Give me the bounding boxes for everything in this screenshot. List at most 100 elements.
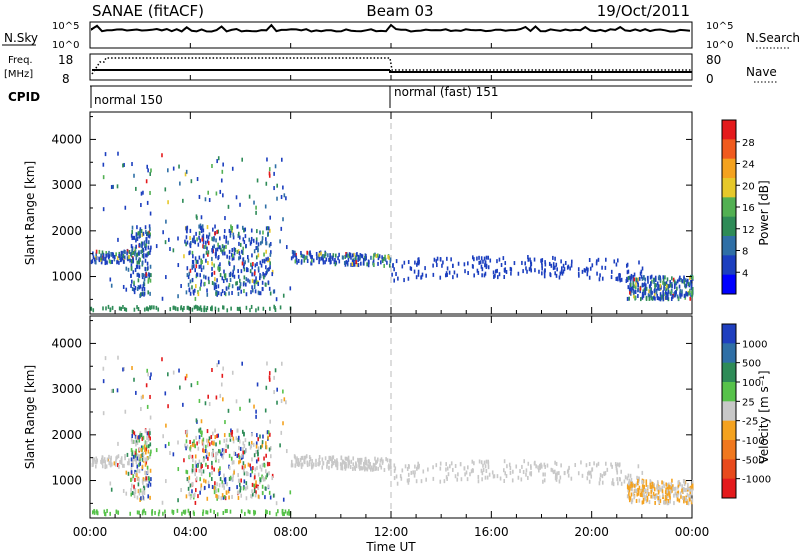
- velocity-data-cell: [264, 477, 266, 482]
- power-data-cell: [397, 276, 399, 281]
- power-data-cell: [635, 285, 637, 290]
- power-data-cell: [206, 305, 209, 310]
- velocity-data-cell: [520, 477, 523, 482]
- velocity-data-cell: [364, 458, 367, 463]
- power-data-cell: [255, 245, 258, 250]
- power-data-cell: [232, 269, 235, 274]
- power-data-cell: [666, 277, 669, 282]
- velocity-data-cell: [106, 457, 109, 462]
- power-data-cell: [485, 263, 488, 268]
- power-data-cell: [242, 237, 245, 242]
- power-data-cell: [138, 273, 141, 278]
- power-data-cell: [142, 284, 145, 289]
- power-data-cell: [389, 257, 392, 262]
- velocity-data-cell: [138, 462, 140, 467]
- power-data-cell: [334, 253, 337, 258]
- power-data-cell: [228, 272, 231, 277]
- power-data-cell: [213, 237, 215, 242]
- velocity-data-cell: [143, 496, 145, 501]
- power-data-cell: [541, 266, 543, 271]
- power-data-cell: [659, 292, 662, 297]
- power-data-cell: [145, 272, 148, 277]
- velocity-ytick-label: 3000: [51, 382, 82, 396]
- power-data-cell: [691, 288, 694, 293]
- power-data-cell: [193, 288, 196, 293]
- power-data-cell: [223, 245, 226, 250]
- power-data-cell: [549, 272, 551, 277]
- power-data-cell: [191, 250, 194, 255]
- velocity-data-cell: [670, 486, 673, 491]
- velocity-data-cell: [248, 398, 251, 403]
- velocity-colorbar-frame: [721, 323, 737, 499]
- power-data-cell: [201, 260, 203, 265]
- velocity-data-cell: [115, 509, 118, 514]
- velocity-data-cell: [416, 465, 419, 470]
- velocity-data-cell: [617, 481, 619, 486]
- velocity-data-cell: [641, 480, 644, 485]
- velocity-colorbar-swatch: [722, 420, 736, 441]
- power-data-cell: [179, 181, 181, 186]
- power-data-cell: [673, 279, 676, 284]
- power-colorbar-tick-label: 20: [742, 181, 755, 192]
- power-data-cell: [651, 296, 654, 301]
- velocity-data-cell: [253, 483, 256, 488]
- power-data-cell: [255, 240, 258, 245]
- velocity-data-cell: [150, 449, 152, 454]
- velocity-data-cell: [268, 471, 270, 476]
- velocity-data-cell: [299, 457, 302, 462]
- velocity-data-cell: [236, 453, 239, 458]
- power-data-cell: [629, 291, 632, 296]
- power-data-cell: [265, 181, 268, 186]
- power-data-cell: [213, 286, 216, 291]
- velocity-data-cell: [261, 484, 264, 489]
- power-data-cell: [192, 239, 194, 244]
- velocity-data-cell: [207, 480, 210, 485]
- velocity-data-cell: [132, 462, 135, 467]
- power-data-cell: [383, 263, 385, 268]
- velocity-data-cell: [372, 462, 375, 467]
- power-data-cell: [634, 289, 637, 294]
- velocity-data-cell: [184, 509, 187, 514]
- power-data-cell: [203, 307, 205, 312]
- power-data-cell: [267, 231, 269, 236]
- power-data-cell: [306, 259, 309, 264]
- velocity-data-cell: [691, 498, 694, 503]
- power-data-cell: [157, 307, 160, 312]
- velocity-data-cell: [207, 394, 209, 399]
- power-data-cell: [202, 240, 205, 245]
- velocity-data-cell: [149, 375, 152, 380]
- velocity-data-cell: [229, 437, 232, 442]
- velocity-data-cell: [487, 459, 490, 464]
- velocity-data-cell: [132, 439, 135, 444]
- velocity-data-cell: [488, 472, 491, 477]
- velocity-data-cell: [681, 488, 683, 493]
- power-data-cell: [245, 243, 247, 248]
- velocity-data-cell: [228, 486, 231, 491]
- velocity-data-cell: [117, 454, 120, 459]
- velocity-data-cell: [262, 477, 265, 482]
- power-data-cell: [233, 274, 236, 279]
- velocity-data-cell: [165, 423, 167, 428]
- velocity-data-cell: [199, 429, 202, 434]
- power-data-cell: [527, 257, 530, 262]
- velocity-data-cell: [268, 375, 271, 380]
- power-data-cell: [489, 258, 492, 263]
- velocity-data-cell: [211, 465, 213, 470]
- velocity-data-cell: [211, 470, 213, 475]
- power-data-cell: [279, 239, 281, 244]
- velocity-data-cell: [445, 475, 448, 480]
- power-data-cell: [135, 234, 138, 239]
- velocity-data-cell: [242, 447, 244, 452]
- power-data-cell: [132, 270, 135, 275]
- velocity-data-cell: [214, 456, 217, 461]
- power-data-cell: [206, 288, 208, 293]
- power-data-cell: [218, 267, 221, 272]
- velocity-data-cell: [261, 463, 264, 468]
- power-data-cell: [295, 252, 297, 257]
- power-data-cell: [131, 236, 134, 241]
- power-data-cell: [292, 250, 295, 255]
- power-data-cell: [222, 279, 225, 284]
- velocity-data-cell: [243, 432, 245, 437]
